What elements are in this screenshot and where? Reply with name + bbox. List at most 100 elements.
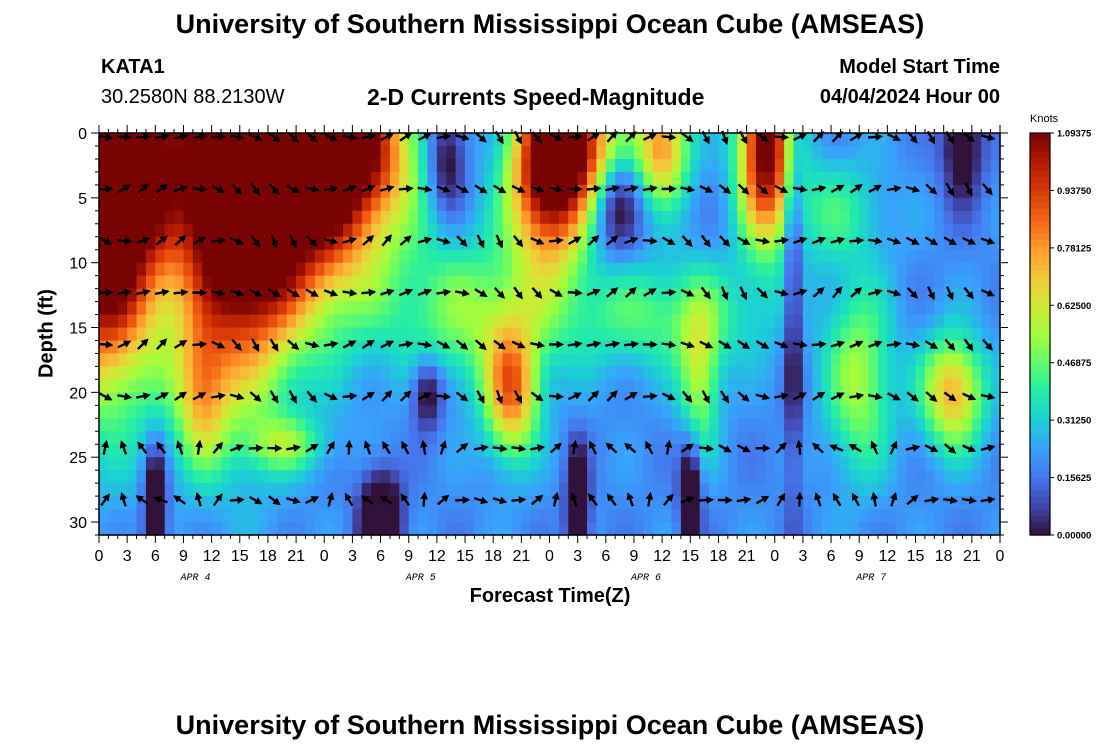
heatmap-cell [211, 509, 222, 523]
x-tick-label: 3 [798, 548, 807, 565]
heatmap-cell [840, 184, 851, 199]
heatmap-cell [680, 379, 691, 393]
colorbar-segment [1030, 377, 1050, 385]
heatmap-cell [455, 496, 466, 510]
heatmap-cell [924, 249, 935, 264]
heatmap-cell [108, 379, 119, 393]
heatmap-cell [324, 470, 335, 484]
heatmap-cell [267, 431, 278, 445]
current-vector-head [140, 338, 149, 347]
heatmap-cell [596, 145, 607, 160]
heatmap-cell [915, 288, 926, 303]
colorbar-segment [1030, 522, 1050, 530]
heatmap-cell [859, 223, 870, 238]
heatmap-cell [483, 249, 494, 264]
heatmap-cell [117, 405, 128, 419]
heatmap-cell [896, 457, 907, 471]
heatmap-cell [239, 522, 250, 536]
heatmap-cell [164, 145, 175, 160]
heatmap-cell [174, 158, 185, 173]
heatmap-cell [699, 197, 710, 212]
current-vector-head [142, 236, 151, 244]
heatmap-cell [174, 457, 185, 471]
heatmap-cell [868, 418, 879, 432]
y-tick-label: 5 [78, 191, 87, 208]
heatmap-cell [493, 522, 504, 536]
heatmap-cell [821, 327, 832, 342]
heatmap-cell [990, 327, 1001, 342]
heatmap-cell [408, 197, 419, 212]
heatmap-cell [314, 197, 325, 212]
colorbar-segment [1030, 271, 1050, 279]
heatmap-cell [408, 418, 419, 432]
heatmap-cell [136, 133, 147, 147]
y-tick-label: 15 [69, 321, 87, 338]
heatmap-cell [718, 496, 729, 510]
current-vector-head [495, 396, 504, 405]
current-vector-head [702, 395, 710, 404]
heatmap-cell [812, 327, 823, 342]
heatmap-cell [605, 197, 616, 212]
heatmap-cell [971, 327, 982, 342]
heatmap-cell [906, 327, 917, 342]
heatmap-cell [981, 444, 992, 458]
heatmap-cell [840, 223, 851, 238]
heatmap-cell [465, 327, 476, 342]
heatmap-cell [455, 340, 466, 355]
heatmap-cell [774, 249, 785, 264]
current-vector-head [386, 184, 395, 193]
heatmap-cell [587, 197, 598, 212]
heatmap-cell [577, 457, 588, 471]
current-vector-head [443, 392, 452, 401]
heatmap-cell [540, 223, 551, 238]
heatmap-cell [239, 133, 250, 147]
heatmap-cell [145, 145, 156, 160]
heatmap-cell [690, 444, 701, 458]
heatmap-cell [709, 158, 720, 173]
heatmap-cell [690, 158, 701, 173]
heatmap-cell [924, 353, 935, 368]
current-vector-head [987, 496, 996, 504]
heatmap-cell [793, 249, 804, 264]
heatmap-cell [812, 262, 823, 277]
y-axis-label: Depth (ft) [35, 289, 58, 378]
current-vector-head [515, 239, 524, 248]
heatmap-cell [784, 210, 795, 225]
heatmap-cell [981, 522, 992, 536]
heatmap-cell [258, 301, 269, 316]
heatmap-cell [699, 249, 710, 264]
current-vector-head [706, 444, 715, 453]
heatmap-cell [408, 249, 419, 264]
heatmap-cell [633, 145, 644, 160]
heatmap-cell [924, 171, 935, 186]
heatmap-cell [746, 145, 757, 160]
heatmap-cell [352, 483, 363, 497]
heatmap-cell [314, 171, 325, 186]
heatmap-cell [202, 133, 213, 147]
heatmap-cell [286, 379, 297, 393]
heatmap-cell [577, 405, 588, 419]
heatmap-cell [953, 314, 964, 329]
heatmap-cell [267, 314, 278, 329]
heatmap-cell [239, 431, 250, 445]
heatmap-cell [943, 392, 954, 406]
heatmap-cell [821, 249, 832, 264]
heatmap-cell [127, 379, 138, 393]
heatmap-cell [953, 366, 964, 380]
heatmap-cell [934, 483, 945, 497]
heatmap-cell [418, 353, 429, 368]
heatmap-cell [418, 483, 429, 497]
heatmap-cell [183, 210, 194, 225]
heatmap-cell [221, 262, 231, 277]
heatmap-cell [953, 184, 964, 199]
heatmap-cell [239, 496, 250, 510]
heatmap-cell [577, 314, 588, 329]
heatmap-cell [183, 431, 194, 445]
x-tick-label: 21 [287, 548, 305, 565]
heatmap-cell [127, 236, 138, 251]
heatmap-cell [249, 262, 260, 277]
heatmap-cell [887, 223, 898, 238]
heatmap-cell [671, 392, 682, 406]
heatmap-cell [812, 171, 823, 186]
heatmap-cell [821, 353, 832, 368]
